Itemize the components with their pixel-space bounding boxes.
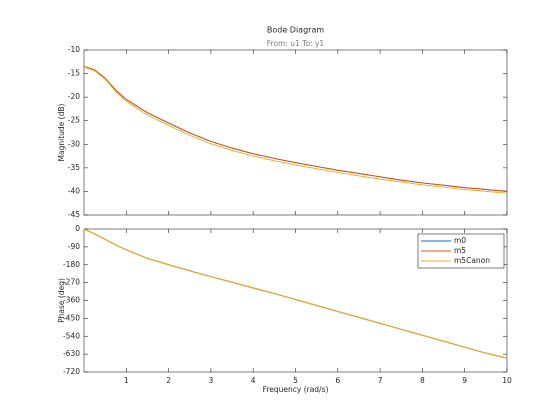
y-tick-label: -35	[68, 163, 80, 172]
x-tick-label: 2	[166, 376, 171, 385]
y-axis-label: Magnitude (dB)	[57, 103, 66, 161]
series-line	[83, 66, 508, 194]
y-tick-label: -450	[63, 313, 80, 322]
series-line	[83, 228, 508, 359]
y-tick-label: -45	[68, 210, 80, 219]
y-tick-label: -40	[68, 186, 80, 195]
chart-subtitle: From: u1 To: y1	[267, 39, 325, 48]
y-tick-label: -270	[63, 278, 80, 287]
x-tick-label: 3	[209, 376, 214, 385]
x-tick-label: 1	[124, 376, 129, 385]
x-tick-label: 10	[502, 376, 512, 385]
x-tick-label: 5	[293, 376, 298, 385]
y-tick-label: -20	[68, 92, 80, 101]
plot-area	[83, 49, 508, 216]
chart-title: Bode Diagram	[267, 26, 324, 35]
y-tick-label: -540	[63, 331, 80, 340]
y-tick-label: -15	[68, 69, 80, 78]
legend-label: m5Canon	[454, 256, 490, 265]
y-tick-label: -30	[68, 139, 80, 148]
x-tick-label: 8	[420, 376, 425, 385]
y-tick-label: -720	[63, 367, 80, 376]
legend-label: m0	[454, 236, 466, 245]
x-axis-label: Frequency (rad/s)	[263, 385, 329, 394]
y-axis-label: Phase (deg)	[57, 278, 66, 323]
y-tick-label: -630	[63, 349, 80, 358]
y-tick-label: -25	[68, 116, 80, 125]
y-tick-label: 0	[75, 224, 80, 233]
y-tick-label: -10	[68, 45, 80, 54]
x-tick-label: 9	[462, 376, 467, 385]
series-line	[83, 66, 508, 192]
y-tick-label: -180	[63, 260, 80, 269]
legend-label: m5	[454, 246, 466, 255]
y-tick-label: -360	[63, 296, 80, 305]
x-tick-label: 7	[378, 376, 383, 385]
x-tick-label: 6	[335, 376, 340, 385]
x-tick-label: 4	[251, 376, 256, 385]
y-tick-label: -90	[68, 242, 80, 251]
